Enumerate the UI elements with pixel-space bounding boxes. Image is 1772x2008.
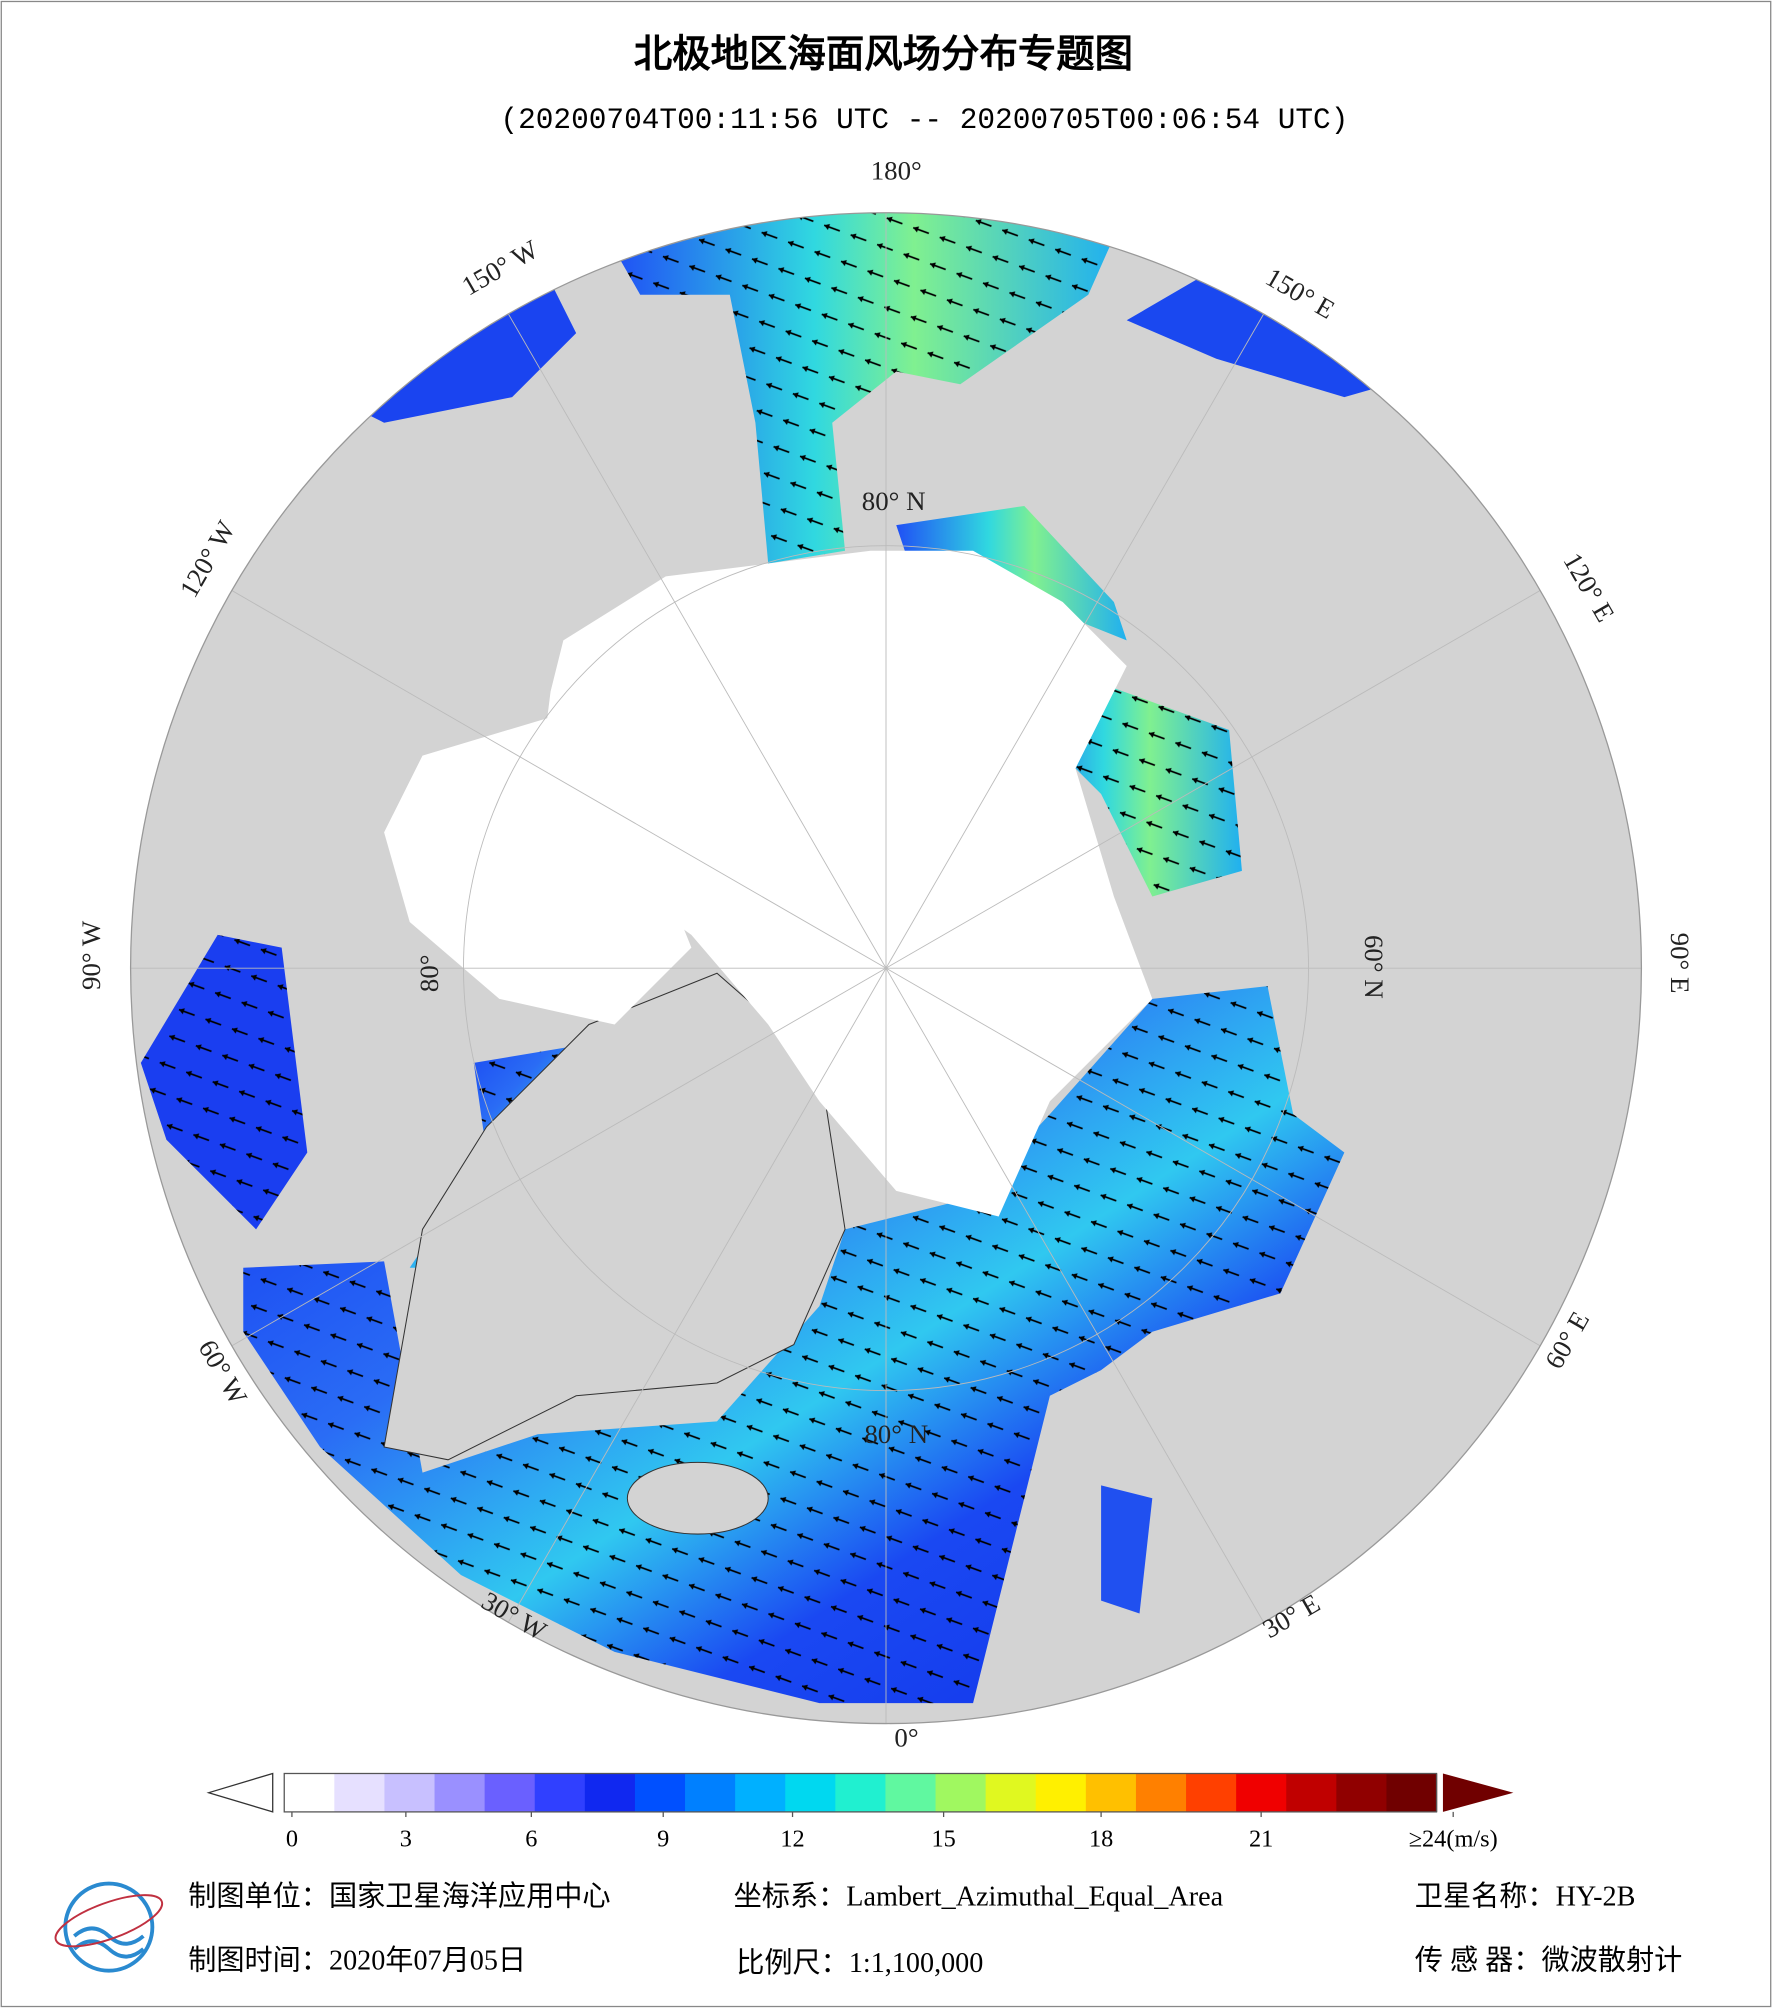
colorbar-tick-label: 15 <box>931 1825 955 1852</box>
iceland <box>626 1461 769 1535</box>
colorbar-swatch <box>584 1773 636 1812</box>
map <box>130 212 1642 1724</box>
colorbar-frame <box>283 1772 1438 1813</box>
graticule <box>130 212 1642 1724</box>
colorbar-swatch <box>1186 1773 1237 1812</box>
title: 北极地区海面风场分布专题图 <box>634 32 1133 77</box>
greenland <box>383 972 846 1461</box>
colorbar-tick-label: 3 <box>400 1825 412 1852</box>
footer-date: 制图时间：2020年07月05日 <box>188 1944 526 1976</box>
longitude-label: 180° <box>871 155 922 185</box>
colorbar-swatch <box>1386 1773 1438 1812</box>
longitude-label: 0° <box>894 1723 918 1753</box>
footer-projection: 坐标系：Lambert_Azimuthal_Equal_Area <box>734 1880 1224 1912</box>
colorbar-swatch <box>484 1773 536 1812</box>
longitude-label: 90° E <box>1665 933 1695 994</box>
colorbar-tick-label: 18 <box>1089 1825 1113 1852</box>
colorbar-swatch <box>935 1773 987 1812</box>
colorbar-swatch <box>284 1773 335 1812</box>
colorbar-swatch <box>534 1773 586 1812</box>
colorbar-swatch <box>685 1773 736 1812</box>
colorbar-tick-label: 12 <box>780 1825 804 1852</box>
colorbar-swatch <box>384 1773 436 1812</box>
colorbar-swatch <box>1085 1773 1137 1812</box>
subtitle: (20200704T00:11:56 UTC -- 20200705T00:06… <box>500 103 1348 137</box>
colorbar-swatch <box>1135 1773 1187 1812</box>
colorbar-tick-label: 21 <box>1249 1825 1273 1852</box>
colorbar-tick-label: 9 <box>657 1825 669 1852</box>
colorbar-swatch <box>1236 1773 1287 1812</box>
colorbar-tick-label: 6 <box>525 1825 537 1852</box>
colorbar-swatch <box>1035 1773 1087 1812</box>
footer-sensor: 传 感 器：微波散射计 <box>1415 1944 1683 1976</box>
footer-unit: 制图单位：国家卫星海洋应用中心 <box>188 1880 610 1912</box>
colorbar-under <box>206 1772 274 1813</box>
map-border <box>129 212 1643 1725</box>
colorbar-over <box>1442 1773 1514 1812</box>
colorbar-swatch <box>885 1773 937 1812</box>
colorbar-swatch <box>634 1773 686 1812</box>
logo <box>54 1881 164 1973</box>
sea-ice <box>537 550 1153 1217</box>
colorbar-swatch <box>1286 1773 1337 1812</box>
colorbar-swatch <box>785 1773 836 1812</box>
footer-scale: 比例尺：1:1,100,000 <box>736 1947 983 1979</box>
footer-satellite: 卫星名称：HY-2B <box>1415 1880 1636 1912</box>
colorbar-swatch <box>334 1773 386 1812</box>
colorbar-tick-label: ≥24(m/s) <box>1409 1825 1498 1852</box>
latitude-label: 60° N <box>1359 935 1389 999</box>
colorbar-swatch <box>434 1773 486 1812</box>
colorbar-swatch <box>835 1773 887 1812</box>
colorbar-swatch <box>1336 1773 1388 1812</box>
archipelago-ice <box>384 717 692 1025</box>
colorbar-tick-label: 0 <box>286 1825 298 1852</box>
longitude-label: 90° W <box>76 920 106 990</box>
colorbar-swatch <box>735 1773 786 1812</box>
latitude-label: 80° N <box>864 1419 928 1449</box>
latitude-label: 80° N <box>862 486 926 516</box>
latitude-label: 80° <box>414 954 444 992</box>
colorbar-swatch <box>985 1773 1037 1812</box>
